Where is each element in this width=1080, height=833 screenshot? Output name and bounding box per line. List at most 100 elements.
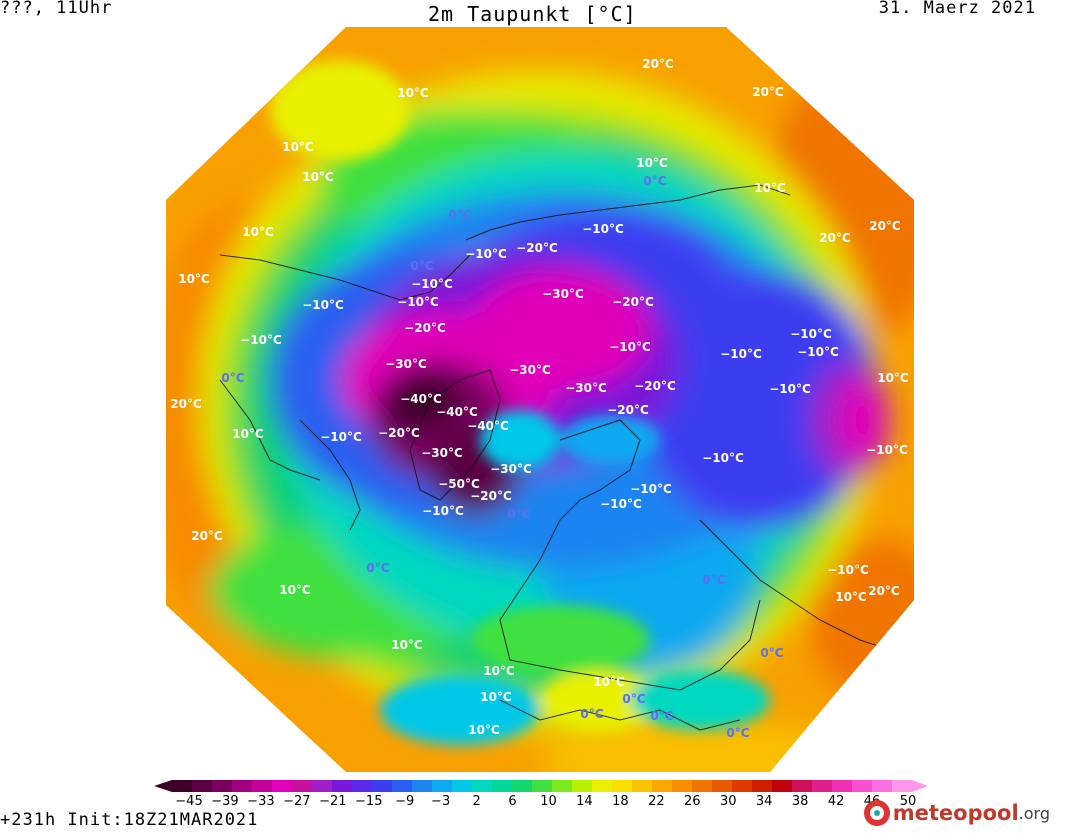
contour-label: −10°C — [702, 451, 744, 465]
colorbar-tick: −45 — [175, 794, 203, 809]
colorbar-swatch — [772, 780, 793, 792]
contour-label: 0°C — [622, 692, 645, 706]
contour-label: −10°C — [797, 345, 839, 359]
contour-label: −20°C — [612, 295, 654, 309]
contour-label: −30°C — [509, 363, 551, 377]
colorbar-swatch — [212, 780, 233, 792]
colorbar-tick-labels: −45 −39 −33 −27 −21 −15 −9 −3 2 6 10 14 18 22 26 30 34 38… — [0, 794, 1080, 812]
colorbar-tick: 22 — [648, 794, 665, 809]
contour-label: 10°C — [279, 583, 311, 597]
contour-label: −30°C — [490, 462, 532, 476]
colorbar-tick: 26 — [684, 794, 701, 809]
contour-label: 0°C — [760, 646, 783, 660]
contour-label: 0°C — [366, 561, 389, 575]
contour-label: 0°C — [650, 709, 673, 723]
colorbar-swatch — [272, 780, 293, 792]
colorbar-tick: 14 — [576, 794, 593, 809]
contour-labels: 20°C20°C10°C10°C10°C10°C0°C 10°C0°C−10°C2… — [170, 57, 909, 740]
colorbar-swatch — [532, 780, 553, 792]
colorbar-tick: 50 — [899, 794, 917, 809]
contour-label: −30°C — [385, 357, 427, 371]
colorbar-tick: 2 — [472, 794, 481, 809]
colorbar-swatch — [252, 780, 273, 792]
contour-label: 10°C — [282, 140, 314, 154]
contour-label: 10°C — [754, 181, 786, 195]
colorbar-swatch — [232, 780, 253, 792]
contour-label: −10°C — [630, 482, 672, 496]
contour-label: 0°C — [221, 371, 244, 385]
colorbar-swatch — [872, 780, 893, 792]
contour-label: −40°C — [400, 392, 442, 406]
colorbar-tick: 42 — [827, 794, 845, 809]
contour-label: 0°C — [410, 259, 433, 273]
colorbar-swatch — [512, 780, 533, 792]
meteopool-logo[interactable]: meteopool .org — [863, 800, 1050, 826]
colorbar-min-arrow — [154, 780, 172, 792]
contour-label: −50°C — [438, 477, 480, 491]
logo-suffix: .org — [1018, 803, 1050, 823]
colorbar-swatch — [172, 780, 193, 792]
contour-label: 10°C — [835, 590, 867, 604]
contour-label: −10°C — [827, 563, 869, 577]
contour-label: 0°C — [702, 573, 725, 587]
colorbar-swatch — [412, 780, 433, 792]
colorbar-swatch — [192, 780, 213, 792]
contour-label: −10°C — [240, 333, 282, 347]
colorbar-swatch — [332, 780, 353, 792]
colorbar-swatch — [392, 780, 413, 792]
colorbar-swatch — [612, 780, 633, 792]
contour-label: 10°C — [593, 675, 625, 689]
colorbar-swatch — [652, 780, 673, 792]
forecast-init-info: +231h Init:18Z21MAR2021 — [0, 810, 259, 830]
contour-label: 10°C — [391, 638, 423, 652]
contour-label: 20°C — [170, 397, 202, 411]
colorbar-tick: −15 — [355, 794, 383, 809]
contour-label: 10°C — [483, 664, 515, 678]
contour-label: 0°C — [448, 208, 471, 222]
colorbar-max-arrow — [912, 780, 928, 792]
colorbar-swatch — [292, 780, 313, 792]
colorbar-tick: 38 — [791, 794, 809, 809]
contour-label: −40°C — [467, 419, 509, 433]
colorbar-swatch — [432, 780, 453, 792]
colorbar-tick: −3 — [431, 794, 451, 809]
contour-label: −20°C — [404, 321, 446, 335]
dewpoint-field — [166, 60, 914, 772]
colorbar-tick: 6 — [508, 794, 517, 809]
contour-label: −10°C — [397, 295, 439, 309]
run-label: ???, 11Uhr — [0, 0, 113, 18]
colorbar-tick: −39 — [211, 794, 239, 809]
contour-label: −30°C — [565, 381, 607, 395]
contour-label: −10°C — [790, 327, 832, 341]
colorbar-tick: −21 — [319, 794, 347, 809]
colorbar-tick: −9 — [395, 794, 415, 809]
contour-label: −30°C — [421, 446, 463, 460]
colorbar-tick: −27 — [283, 794, 311, 809]
contour-label: −10°C — [320, 430, 362, 444]
colorbar-swatch — [352, 780, 373, 792]
colorbar-swatch — [852, 780, 873, 792]
colorbar-swatch — [492, 780, 513, 792]
contour-label: 10°C — [397, 86, 429, 100]
colorbar-swatch — [572, 780, 593, 792]
contour-label: −10°C — [866, 443, 908, 457]
contour-label: −10°C — [609, 340, 651, 354]
coastlines — [219, 184, 891, 731]
contour-label: 0°C — [507, 507, 530, 521]
contour-label: −20°C — [470, 489, 512, 503]
contour-label: 10°C — [468, 723, 500, 737]
contour-label: 10°C — [178, 272, 210, 286]
contour-label: −10°C — [302, 298, 344, 312]
contour-label: −10°C — [720, 347, 762, 361]
contour-label: −20°C — [378, 426, 420, 440]
colorbar-swatch — [732, 780, 753, 792]
contour-label: −10°C — [422, 504, 464, 518]
colorbar-swatch — [472, 780, 493, 792]
contour-label: −10°C — [769, 382, 811, 396]
contour-label: 0°C — [580, 707, 603, 721]
colorbar-swatch — [452, 780, 473, 792]
colorbar-tick: 34 — [755, 794, 773, 809]
contour-label: −30°C — [542, 287, 584, 301]
map-title: 2m Taupunkt [°C] — [428, 2, 637, 26]
